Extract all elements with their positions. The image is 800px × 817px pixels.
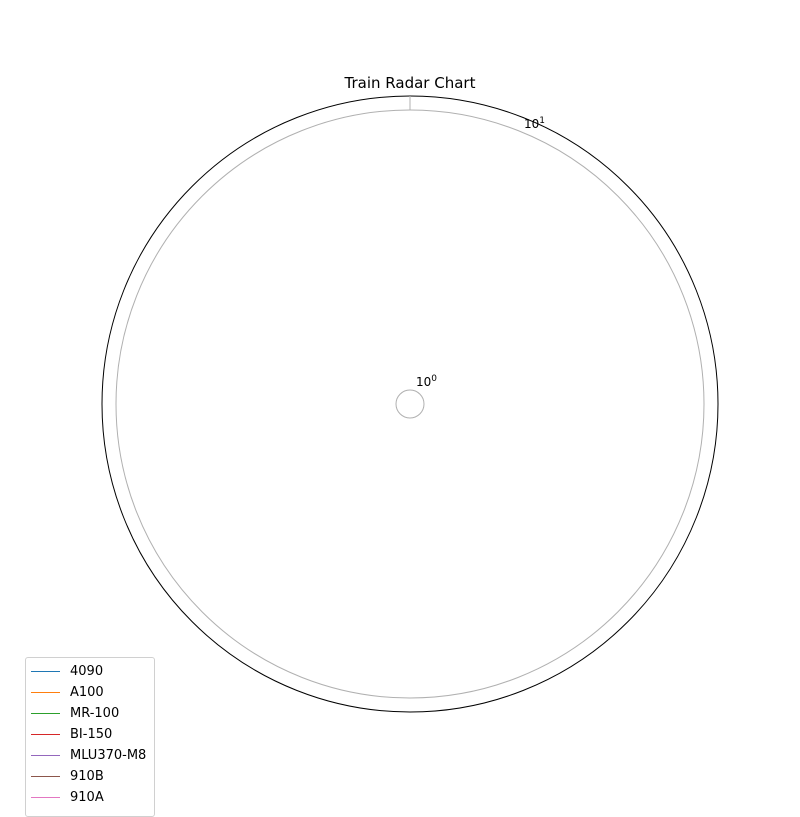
legend-item: BI-150 (26, 724, 154, 745)
legend-item: MLU370-M8 (26, 745, 154, 766)
legend-swatch (31, 671, 60, 672)
legend-item: 910B (26, 766, 154, 787)
radar-grid-outer (115, 109, 705, 699)
legend-item: MR-100 (26, 703, 154, 724)
legend-label: A100 (70, 685, 104, 700)
legend-swatch (31, 755, 60, 756)
legend-item: 4090 (26, 661, 154, 682)
legend-label: MLU370-M8 (70, 748, 147, 763)
legend-label: 4090 (70, 664, 104, 679)
legend-swatch (31, 734, 60, 735)
legend-label: 910B (70, 769, 104, 784)
radar-chart: Train Radar Chart 100 101 (101, 74, 719, 713)
legend-swatch (31, 692, 60, 693)
radar-frame (101, 95, 719, 713)
legend-item: 910A (26, 787, 154, 808)
legend-label: BI-150 (70, 727, 113, 742)
legend-label: 910A (70, 790, 104, 805)
chart-title: Train Radar Chart (344, 74, 476, 92)
radial-tick-labels: 100 101 (416, 116, 545, 389)
radial-tick-label: 101 (524, 116, 545, 131)
legend-swatch (31, 797, 60, 798)
legend: 4090 A100 MR-100 BI-150 MLU370-M8 910B 910A (25, 657, 155, 817)
radar-grid-inner (395, 389, 425, 419)
legend-item: A100 (26, 682, 154, 703)
legend-swatch (31, 776, 60, 777)
legend-label: MR-100 (70, 706, 120, 721)
radial-tick-label: 100 (416, 374, 437, 389)
legend-swatch (31, 713, 60, 714)
